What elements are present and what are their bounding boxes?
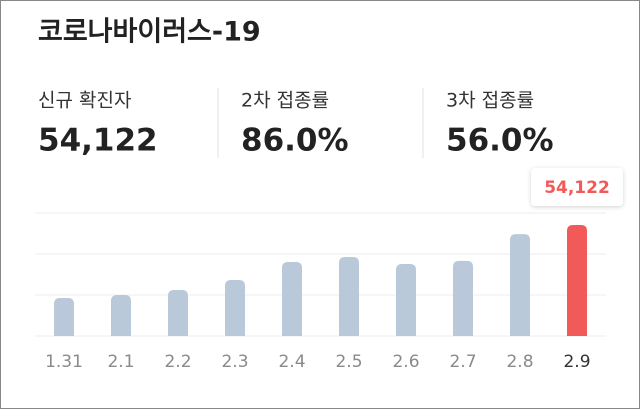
value-label: 54,122 — [544, 178, 610, 198]
bar — [282, 261, 302, 336]
stat-value: 54,122 — [38, 123, 158, 159]
stat-label: 3차 접종률 — [446, 90, 534, 112]
stat-value: 86.0% — [241, 123, 349, 159]
plot: 1.31 2.1 2.2 2.3 2.4 2.5 2.6 2.7 2.8 2.9 54,122 — [35, 168, 623, 372]
x-tick-label: 2.2 — [164, 352, 191, 372]
x-tick-label: 2.8 — [506, 352, 533, 372]
bar — [339, 257, 359, 336]
stat-value: 56.0% — [446, 123, 554, 159]
bar — [396, 264, 416, 336]
bar — [567, 225, 587, 336]
bar — [453, 260, 473, 336]
bar — [168, 290, 188, 336]
bar — [111, 294, 131, 336]
x-tick-label: 2.5 — [335, 352, 362, 372]
x-tick-label: 2.7 — [449, 352, 476, 372]
bar — [510, 234, 530, 336]
x-tick-label: 1.31 — [45, 352, 83, 372]
stat-label: 2차 접종률 — [241, 90, 329, 112]
x-tick-label: 2.3 — [221, 352, 248, 372]
x-tick-label: 2.6 — [392, 352, 419, 372]
x-tick-label: 2.4 — [278, 352, 305, 372]
stat-label: 신규 확진자 — [38, 90, 131, 112]
bar — [54, 298, 74, 336]
x-tick-label: 2.9 — [563, 352, 590, 372]
bar — [225, 280, 245, 336]
title: 코로나바이러스-19 — [38, 17, 261, 48]
value-label-box — [531, 168, 623, 206]
x-tick-label: 2.1 — [107, 352, 134, 372]
